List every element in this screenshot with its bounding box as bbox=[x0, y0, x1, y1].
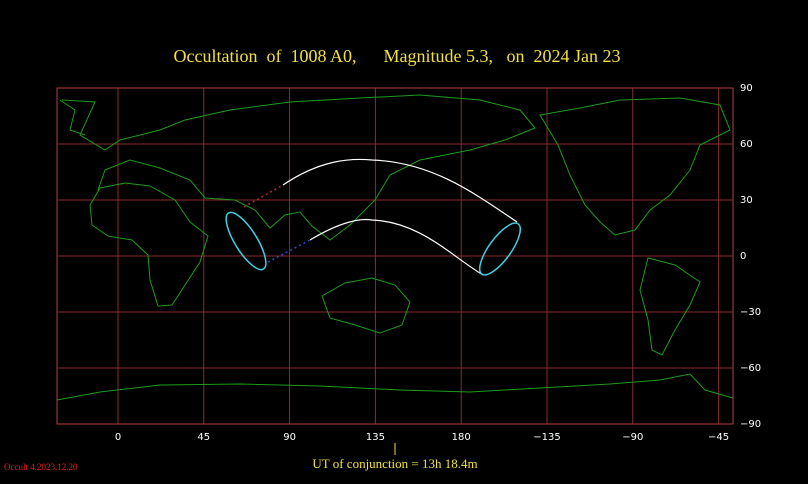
graticule bbox=[57, 87, 733, 425]
coast-australia bbox=[321, 277, 411, 334]
coast-north-america bbox=[539, 97, 731, 236]
title: Occultation of 1008 A0, Magnitude 5.3, o… bbox=[174, 46, 621, 66]
caption: UT of conjunction = 13h 18.4m bbox=[312, 456, 477, 471]
coast-south-america bbox=[639, 257, 701, 356]
coast-africa bbox=[89, 182, 209, 307]
lat-tick-label: 30 bbox=[740, 195, 753, 206]
lat-tick-label: 0 bbox=[740, 251, 746, 262]
set-limit bbox=[478, 222, 522, 276]
lat-tick-label: −30 bbox=[740, 307, 761, 318]
lon-tick-label: 135 bbox=[366, 432, 385, 443]
lon-tick-label: −90 bbox=[622, 432, 643, 443]
lon-tick-label: 0 bbox=[115, 432, 121, 443]
path-limit-south bbox=[309, 218, 484, 276]
lon-tick-label: −45 bbox=[708, 432, 729, 443]
map-frame bbox=[56, 87, 734, 425]
lat-tick-label: 90 bbox=[740, 83, 753, 94]
version: Occult 4.2023.12.20 bbox=[4, 462, 78, 472]
lon-tick-label: 45 bbox=[197, 432, 210, 443]
coast-eurasia bbox=[61, 94, 536, 241]
lat-tick-label: −90 bbox=[740, 419, 761, 430]
lat-tick-label: 60 bbox=[740, 139, 753, 150]
coast-antarctica bbox=[56, 373, 734, 401]
lon-tick-label: 180 bbox=[452, 432, 471, 443]
rise-limit bbox=[225, 211, 267, 271]
coast-greenland bbox=[59, 99, 86, 136]
lat-tick-label: −60 bbox=[740, 363, 761, 374]
lon-tick-label: 90 bbox=[283, 432, 296, 443]
coastlines bbox=[56, 94, 734, 401]
path-limit-north bbox=[282, 158, 518, 223]
lon-tick-label: −135 bbox=[533, 432, 560, 443]
